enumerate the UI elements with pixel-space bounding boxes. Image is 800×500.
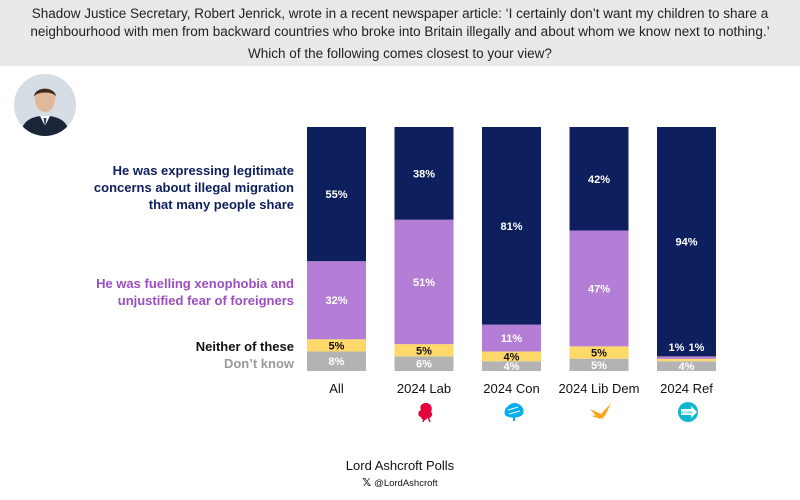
data-label-dont-know: 4% xyxy=(679,361,695,373)
reform-badge-text: REFORM xyxy=(680,411,694,415)
tree-icon xyxy=(504,403,524,421)
question-line-3: Which of the following comes closest to … xyxy=(248,46,552,61)
bar-segment-neither xyxy=(482,351,541,362)
bar-segment-neither xyxy=(307,339,366,352)
bar-segment-dont-know xyxy=(394,356,454,371)
bar-segment-neither xyxy=(569,346,629,359)
bar-segment-xenophobia xyxy=(482,324,541,352)
footer-handle-row: 𝕏 @LordAshcroft xyxy=(0,476,800,489)
data-label-neither: 4% xyxy=(504,351,520,363)
category-label: 2024 Ref xyxy=(660,381,713,396)
data-label-dont-know: 8% xyxy=(329,356,345,368)
data-label-dont-know: 6% xyxy=(416,359,432,371)
question-header: Shadow Justice Secretary, Robert Jenrick… xyxy=(0,0,800,66)
avatar xyxy=(14,74,76,136)
legend-legitimate: He was expressing legitimate concerns ab… xyxy=(94,162,294,213)
legend-xenophobia: He was fuelling xenophobia and unjustifi… xyxy=(96,275,294,309)
legend-xenophobia-line-2: unjustified fear of foreigners xyxy=(117,293,294,308)
data-label-dont-know: 5% xyxy=(591,360,607,372)
bar-segment-dont-know xyxy=(307,351,366,371)
data-label-xenophobia: 1% xyxy=(669,342,685,354)
category-label: 2024 Lib Dem xyxy=(559,381,640,396)
bar-segment-dont-know xyxy=(569,358,629,371)
category-label: 2024 Con xyxy=(483,381,539,396)
legend-dont-know: Don’t know xyxy=(223,356,294,371)
category-label: All xyxy=(329,381,344,396)
bar-segment-legitimate xyxy=(569,127,629,231)
portrait-image xyxy=(14,74,76,136)
data-label-xenophobia: 51% xyxy=(413,277,435,289)
bar-segment-legitimate xyxy=(307,127,366,262)
bar-segment-xenophobia xyxy=(569,230,629,347)
reform-arrow-icon: REFORM xyxy=(678,402,698,422)
footer-handle: @LordAshcroft xyxy=(374,478,438,489)
data-label-legitimate: 81% xyxy=(500,221,522,233)
legend-legitimate-line-2: concerns about illegal migration xyxy=(93,180,294,195)
bar-segment-xenophobia xyxy=(394,219,454,345)
legend-legitimate-line-3: that many people share xyxy=(148,197,294,212)
data-label-legitimate: 55% xyxy=(325,189,347,201)
data-label-legitimate: 42% xyxy=(588,174,610,186)
x-logo-icon: 𝕏 xyxy=(362,477,372,489)
bar-segment-legitimate xyxy=(394,127,454,220)
bar-segment-legitimate xyxy=(482,127,541,325)
data-label-neither: 5% xyxy=(591,348,607,360)
bar-segment-xenophobia xyxy=(657,356,716,359)
data-label-neither: 1% xyxy=(689,342,705,354)
data-label-dont-know: 4% xyxy=(504,361,520,373)
bar-segment-neither xyxy=(394,344,454,357)
bar-segment-dont-know xyxy=(657,361,716,371)
bar-segment-neither xyxy=(657,358,716,362)
data-label-legitimate: 94% xyxy=(675,237,697,249)
data-label-legitimate: 38% xyxy=(413,168,435,180)
category-label: 2024 Lab xyxy=(397,381,451,396)
question-line-1: Shadow Justice Secretary, Robert Jenrick… xyxy=(31,6,769,21)
data-label-xenophobia: 32% xyxy=(325,295,347,307)
legend-neither: Neither of these xyxy=(195,339,294,354)
legend-legitimate-line-1: He was expressing legitimate xyxy=(112,163,294,178)
legend-xenophobia-line-1: He was fuelling xenophobia and xyxy=(96,276,294,291)
data-label-xenophobia: 47% xyxy=(588,283,610,295)
data-label-neither: 5% xyxy=(329,340,345,352)
data-label-neither: 5% xyxy=(416,345,432,357)
bar-segment-dont-know xyxy=(482,361,541,371)
bar-segment-xenophobia xyxy=(307,261,366,340)
question-line-2: neighbourhood with men from backward cou… xyxy=(30,24,770,39)
bar-segment-legitimate xyxy=(657,127,716,357)
footer-title: Lord Ashcroft Polls xyxy=(345,458,455,473)
rose-icon xyxy=(418,403,433,423)
bird-icon xyxy=(590,403,611,419)
data-label-xenophobia: 11% xyxy=(501,333,523,345)
